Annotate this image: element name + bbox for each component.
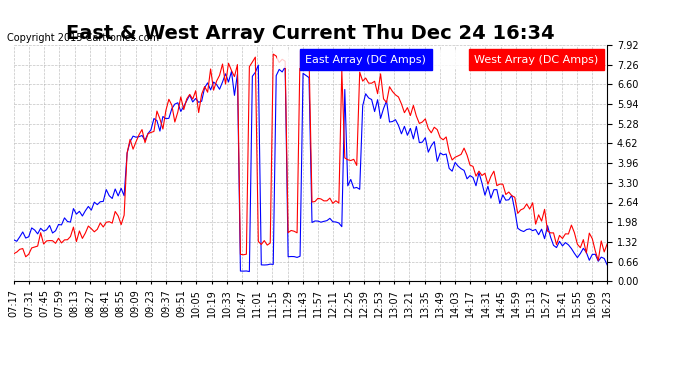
Text: Copyright 2015 Cartronics.com: Copyright 2015 Cartronics.com	[7, 33, 159, 43]
West Array (DC Amps)	[120, 213, 128, 217]
East Array (DC Amps)	[558, 244, 566, 248]
West Array (DC Amps)	[168, 103, 176, 107]
East Array (DC Amps)	[579, 246, 587, 250]
East Array (DC Amps)	[46, 223, 54, 228]
Line: West Array (DC Amps): West Array (DC Amps)	[14, 51, 607, 260]
Line: East Array (DC Amps): East Array (DC Amps)	[14, 65, 607, 272]
West Array (DC Amps)	[603, 242, 611, 246]
West Array (DC Amps)	[555, 233, 564, 238]
West Array (DC Amps)	[34, 244, 42, 248]
West Array (DC Amps)	[10, 251, 18, 256]
West Array (DC Amps)	[576, 246, 584, 250]
West Array (DC Amps)	[594, 258, 602, 262]
East Array (DC Amps)	[34, 232, 42, 236]
West Array (DC Amps)	[296, 49, 304, 54]
East Array (DC Amps)	[254, 63, 262, 68]
East Array (DC Amps)	[10, 238, 18, 242]
East Array (DC Amps)	[120, 194, 128, 198]
Legend: East Array (DC Amps), West Array (DC Amps): East Array (DC Amps), West Array (DC Amp…	[277, 51, 602, 68]
East Array (DC Amps)	[603, 263, 611, 267]
East Array (DC Amps)	[245, 269, 253, 274]
Title: East & West Array Current Thu Dec 24 16:34: East & West Array Current Thu Dec 24 16:…	[66, 24, 555, 44]
West Array (DC Amps)	[46, 238, 54, 243]
East Array (DC Amps)	[168, 106, 176, 111]
